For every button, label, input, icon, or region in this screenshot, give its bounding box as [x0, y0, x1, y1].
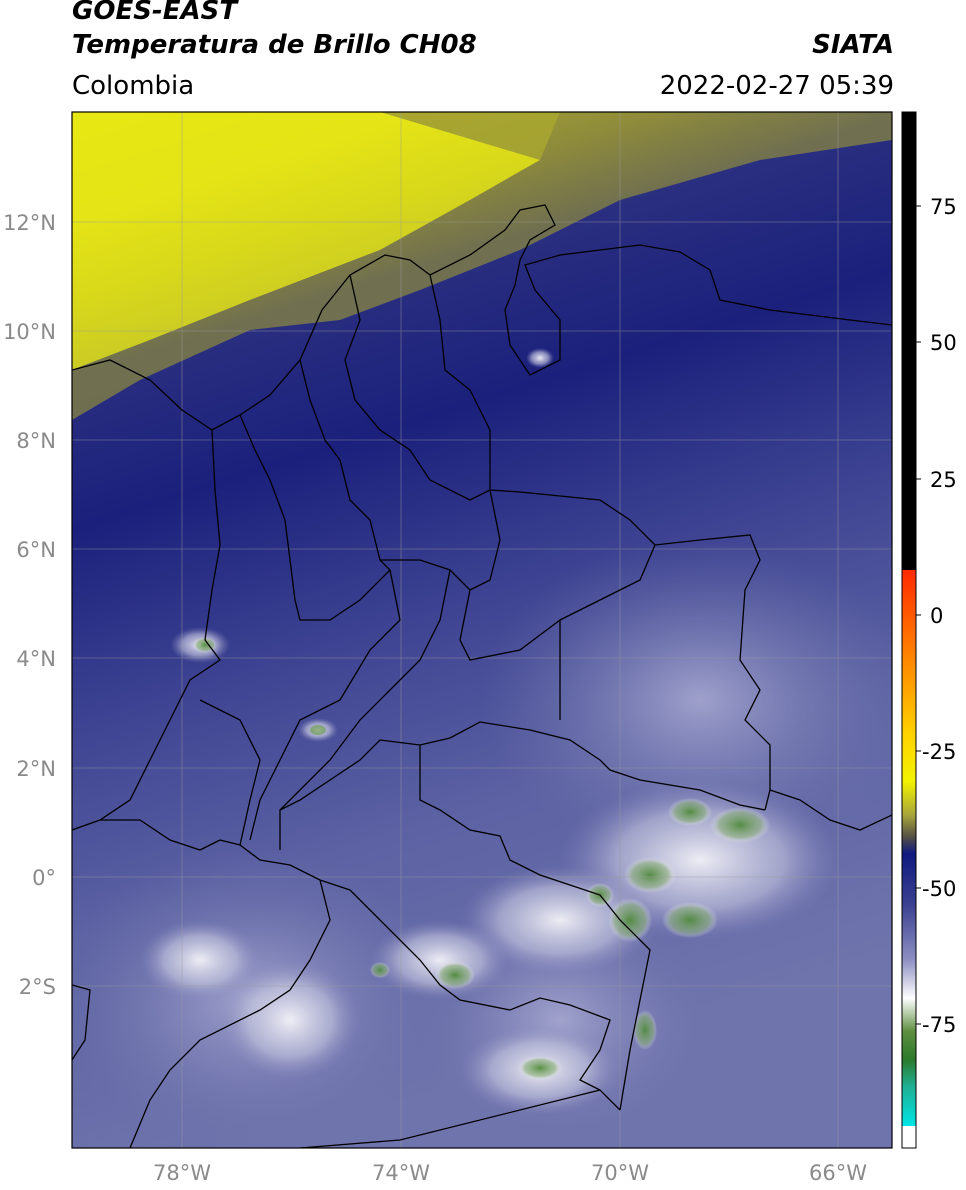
- colorbar-tick-label: 75: [930, 195, 957, 219]
- colorbar-tick-label: -25: [922, 740, 956, 764]
- product-title: Temperatura de Brillo CH08: [72, 30, 477, 60]
- colorbar: 75 50 25 0 -25 -50 -75: [901, 111, 957, 1149]
- colorbar-tick-label: -50: [922, 877, 956, 901]
- colorbar-tick-label: 25: [930, 468, 957, 492]
- lat-tick-label: 10°N: [3, 320, 56, 344]
- lat-tick-label: 0°: [32, 866, 56, 890]
- lat-tick-label: 2°N: [16, 757, 56, 781]
- region-label: Colombia: [72, 71, 195, 101]
- colorbar-gradient: [902, 570, 916, 1126]
- lon-tick-label: 74°W: [372, 1161, 430, 1185]
- boundaries: [72, 204, 892, 1148]
- lat-tick-label: 12°N: [3, 211, 56, 235]
- colorbar-black-segment: [902, 112, 916, 570]
- lat-tick-label: 2°S: [19, 975, 56, 999]
- lat-tick-label: 6°N: [16, 538, 56, 562]
- colorbar-tick-label: -75: [922, 1013, 956, 1037]
- timestamp-label: 2022-02-27 05:39: [659, 71, 894, 101]
- lon-tick-label: 78°W: [153, 1161, 211, 1185]
- satellite-title: GOES-EAST: [72, 0, 238, 26]
- lon-tick-label: 70°W: [591, 1161, 649, 1185]
- organization-label: SIATA: [812, 30, 894, 60]
- colorbar-tick-label: 0: [930, 604, 943, 628]
- lon-tick-label: 66°W: [809, 1161, 867, 1185]
- map-frame: [71, 111, 893, 1149]
- colorbar-tick-label: 50: [930, 331, 957, 355]
- longitude-axis: 78°W 74°W 70°W 66°W: [153, 1161, 867, 1185]
- colorbar-white-segment: [902, 1126, 916, 1148]
- lat-tick-label: 4°N: [16, 647, 56, 671]
- lat-tick-label: 8°N: [16, 429, 56, 453]
- satellite-imagery: [72, 112, 892, 1148]
- colorbar-frame: [901, 111, 917, 1149]
- latitude-axis: 12°N 10°N 8°N 6°N 4°N 2°N 0° 2°S: [3, 211, 56, 999]
- map-gridlines: [72, 112, 892, 1148]
